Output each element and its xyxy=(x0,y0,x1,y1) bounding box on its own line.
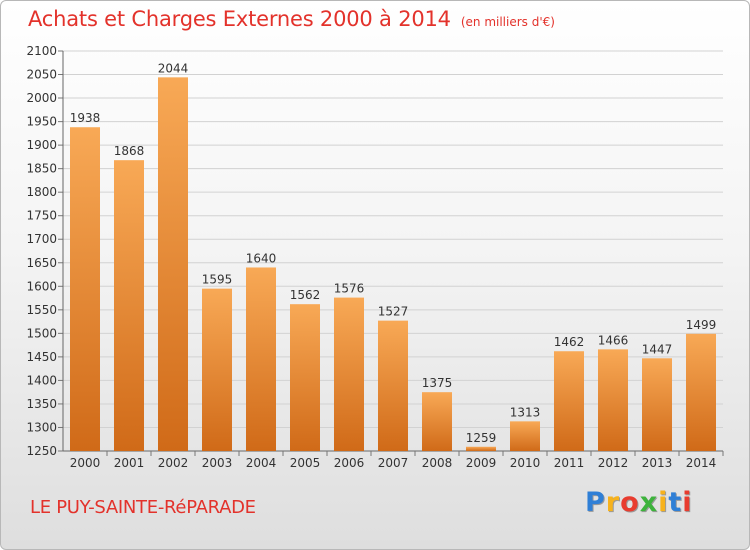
logo-letter: o xyxy=(620,487,640,518)
x-tick-label: 2014 xyxy=(686,456,717,470)
data-label: 1868 xyxy=(114,144,145,158)
x-tick-label: 2003 xyxy=(202,456,233,470)
y-tick-label: 1650 xyxy=(26,256,57,270)
x-tick-label: 2013 xyxy=(642,456,673,470)
logo-letter: i xyxy=(682,487,693,518)
x-tick-label: 2006 xyxy=(334,456,365,470)
y-tick-label: 2100 xyxy=(26,44,57,58)
bar xyxy=(642,358,672,451)
bar xyxy=(422,392,452,451)
bar xyxy=(466,446,496,451)
chart-unit: (en milliers d'€) xyxy=(460,15,555,29)
y-tick-label: 1250 xyxy=(26,444,57,458)
data-label: 1527 xyxy=(378,305,409,319)
x-tick-label: 2007 xyxy=(378,456,409,470)
y-tick-label: 1300 xyxy=(26,420,57,434)
y-tick-label: 1500 xyxy=(26,326,57,340)
data-label: 1313 xyxy=(510,405,541,419)
x-tick-label: 2012 xyxy=(598,456,629,470)
y-tick-label: 2050 xyxy=(26,68,57,82)
data-label: 1259 xyxy=(466,431,497,445)
bar xyxy=(334,297,364,451)
y-tick-label: 1550 xyxy=(26,303,57,317)
bar xyxy=(686,333,716,451)
y-tick-label: 1450 xyxy=(26,350,57,364)
bar xyxy=(290,304,320,451)
logo-letter: P xyxy=(585,487,606,518)
x-tick-label: 2000 xyxy=(70,456,101,470)
y-tick-label: 1350 xyxy=(26,397,57,411)
bar xyxy=(510,421,540,451)
x-tick-label: 2001 xyxy=(114,456,145,470)
x-tick-label: 2005 xyxy=(290,456,321,470)
data-label: 1640 xyxy=(246,251,277,265)
data-label: 1462 xyxy=(554,335,585,349)
data-label: 1595 xyxy=(202,273,233,287)
x-tick-label: 2011 xyxy=(554,456,585,470)
bar xyxy=(378,320,408,451)
y-tick-label: 1800 xyxy=(26,185,57,199)
data-label: 1375 xyxy=(422,376,453,390)
data-label: 1562 xyxy=(290,288,321,302)
commune-name: LE PUY-SAINTE-RéPARADE xyxy=(30,497,256,518)
y-tick-label: 1850 xyxy=(26,162,57,176)
logo-letter: i xyxy=(658,487,669,518)
x-tick-label: 2009 xyxy=(466,456,497,470)
x-tick-label: 2010 xyxy=(510,456,541,470)
data-label: 1499 xyxy=(686,318,717,332)
bar xyxy=(158,77,188,452)
data-label: 1447 xyxy=(642,342,673,356)
chart-header: Achats et Charges Externes 2000 à 2014 (e… xyxy=(28,7,555,31)
data-label: 1938 xyxy=(70,111,101,125)
y-tick-label: 1950 xyxy=(26,115,57,129)
bar xyxy=(70,127,100,451)
x-tick-label: 2004 xyxy=(246,456,277,470)
bar xyxy=(598,349,628,451)
bar xyxy=(114,160,144,452)
bar xyxy=(202,288,232,451)
data-label: 1576 xyxy=(334,282,365,296)
logo-letter: x xyxy=(639,487,659,518)
y-tick-label: 2000 xyxy=(26,91,57,105)
bar xyxy=(246,267,276,451)
y-tick-label: 1600 xyxy=(26,279,57,293)
data-label: 2044 xyxy=(158,61,189,75)
x-tick-label: 2002 xyxy=(158,456,189,470)
y-tick-label: 1750 xyxy=(26,209,57,223)
logo-letter: t xyxy=(668,487,683,518)
data-label: 1466 xyxy=(598,333,629,347)
x-tick-label: 2008 xyxy=(422,456,453,470)
y-tick-label: 1400 xyxy=(26,373,57,387)
proxiti-logo: Proxiti xyxy=(585,487,693,518)
chart-title: Achats et Charges Externes 2000 à 2014 xyxy=(28,7,451,31)
y-tick-label: 1900 xyxy=(26,138,57,152)
logo-letter: r xyxy=(605,487,621,518)
bar xyxy=(554,351,584,451)
y-tick-label: 1700 xyxy=(26,232,57,246)
